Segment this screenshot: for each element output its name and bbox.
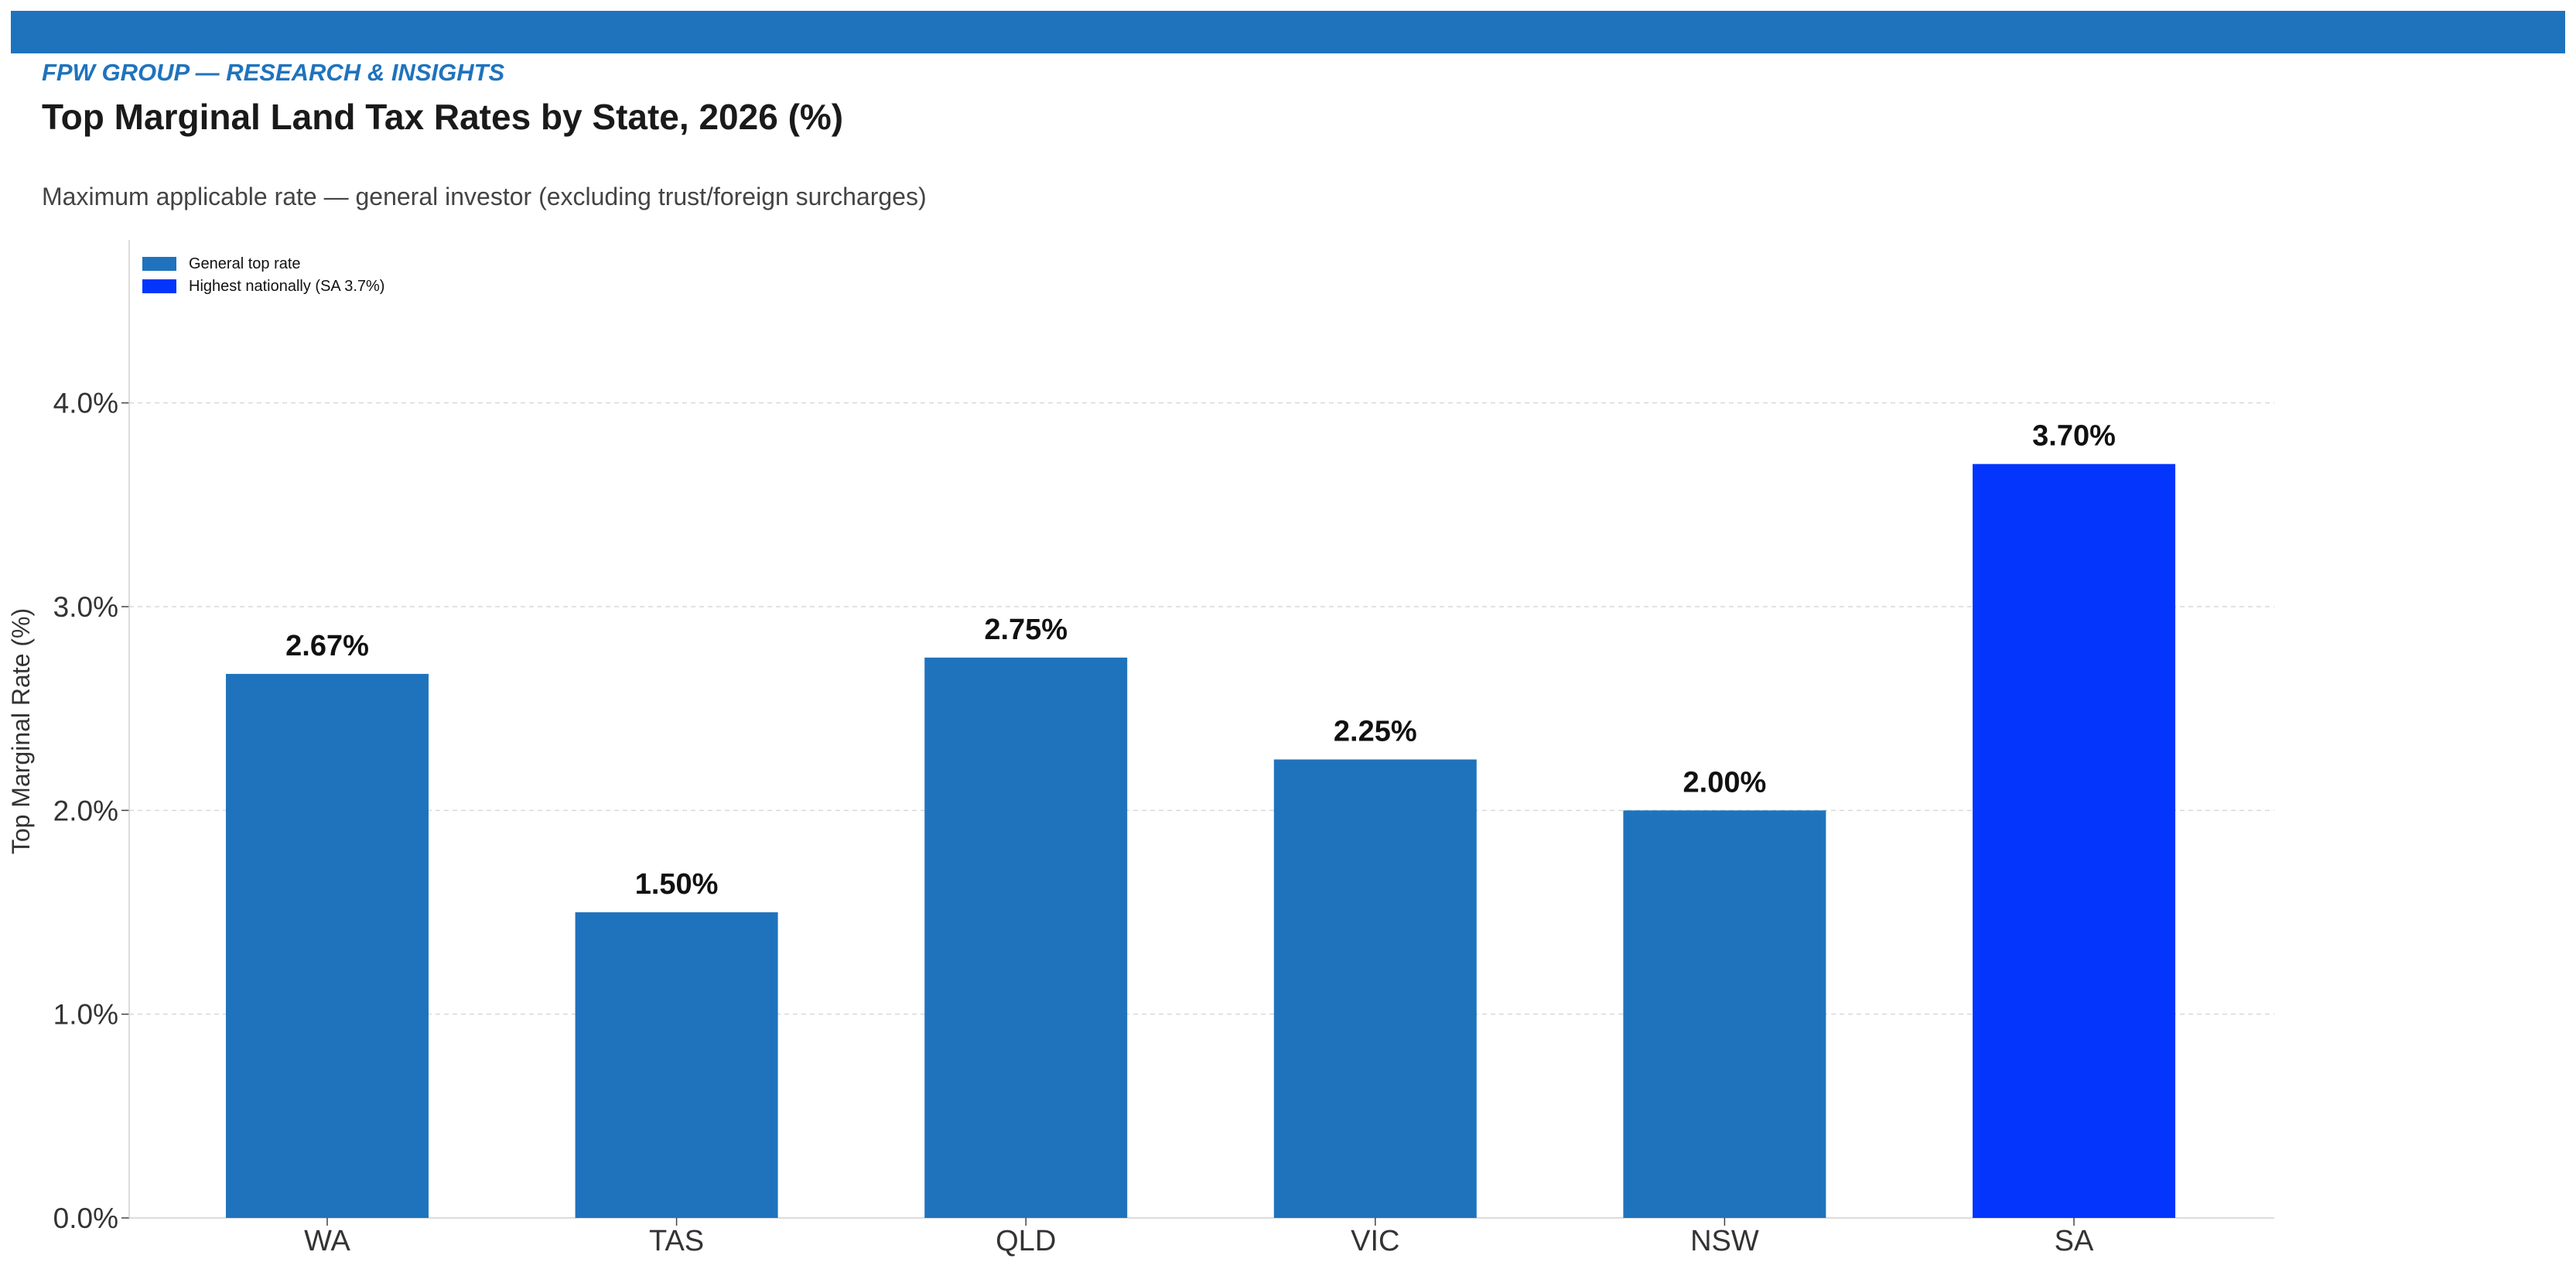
bar-nsw: [1623, 810, 1826, 1218]
y-tick-label: 4.0%: [53, 388, 118, 419]
data-labels: 2.67% 1.50% 2.75% 2.25% 2.00% 3.70%: [285, 420, 2116, 901]
axes: 0.0% 1.0% 2.0% 3.0% 4.0% WA TAS QLD VIC NSW SA: [53, 240, 2274, 1257]
bars: [226, 463, 2175, 1218]
data-label-sa: 3.70%: [2032, 420, 2116, 453]
x-tick-label-qld: QLD: [996, 1225, 1056, 1257]
y-axis-label: Top Marginal Rate (%): [7, 608, 35, 854]
bar-tas: [575, 912, 778, 1218]
y-tick-label: 1.0%: [53, 999, 118, 1031]
header-band: [11, 11, 2565, 53]
legend: General top rate Highest nationally (SA 3…: [142, 255, 384, 295]
data-label-tas: 1.50%: [635, 868, 719, 901]
x-tick-label-wa: WA: [304, 1225, 350, 1257]
bar-vic: [1273, 759, 1477, 1218]
data-label-wa: 2.67%: [285, 630, 369, 662]
brand-label: FPW GROUP — RESEARCH & INSIGHTS: [42, 59, 505, 86]
y-tick-label: 0.0%: [53, 1202, 118, 1234]
data-label-nsw: 2.00%: [1683, 766, 1767, 799]
bar-qld: [924, 657, 1128, 1218]
data-label-vic: 2.25%: [1334, 716, 1417, 748]
grid-lines: [129, 402, 2274, 1015]
legend-label: General top rate: [189, 255, 301, 272]
y-tick-label: 2.0%: [53, 795, 118, 826]
legend-swatch: [142, 257, 176, 271]
bar-sa: [1973, 463, 2175, 1218]
x-tick-label-vic: VIC: [1351, 1225, 1399, 1257]
page-subtitle: Maximum applicable rate — general invest…: [42, 183, 927, 210]
y-tick-label: 3.0%: [53, 591, 118, 623]
data-label-qld: 2.75%: [984, 614, 1068, 646]
x-tick-label-tas: TAS: [649, 1225, 704, 1257]
legend-swatch: [142, 279, 176, 293]
x-tick-label-nsw: NSW: [1690, 1225, 1759, 1257]
legend-label: Highest nationally (SA 3.7%): [189, 278, 384, 295]
bar-wa: [226, 673, 429, 1218]
x-tick-label-sa: SA: [2055, 1225, 2094, 1257]
page-title: Top Marginal Land Tax Rates by State, 20…: [42, 97, 844, 137]
